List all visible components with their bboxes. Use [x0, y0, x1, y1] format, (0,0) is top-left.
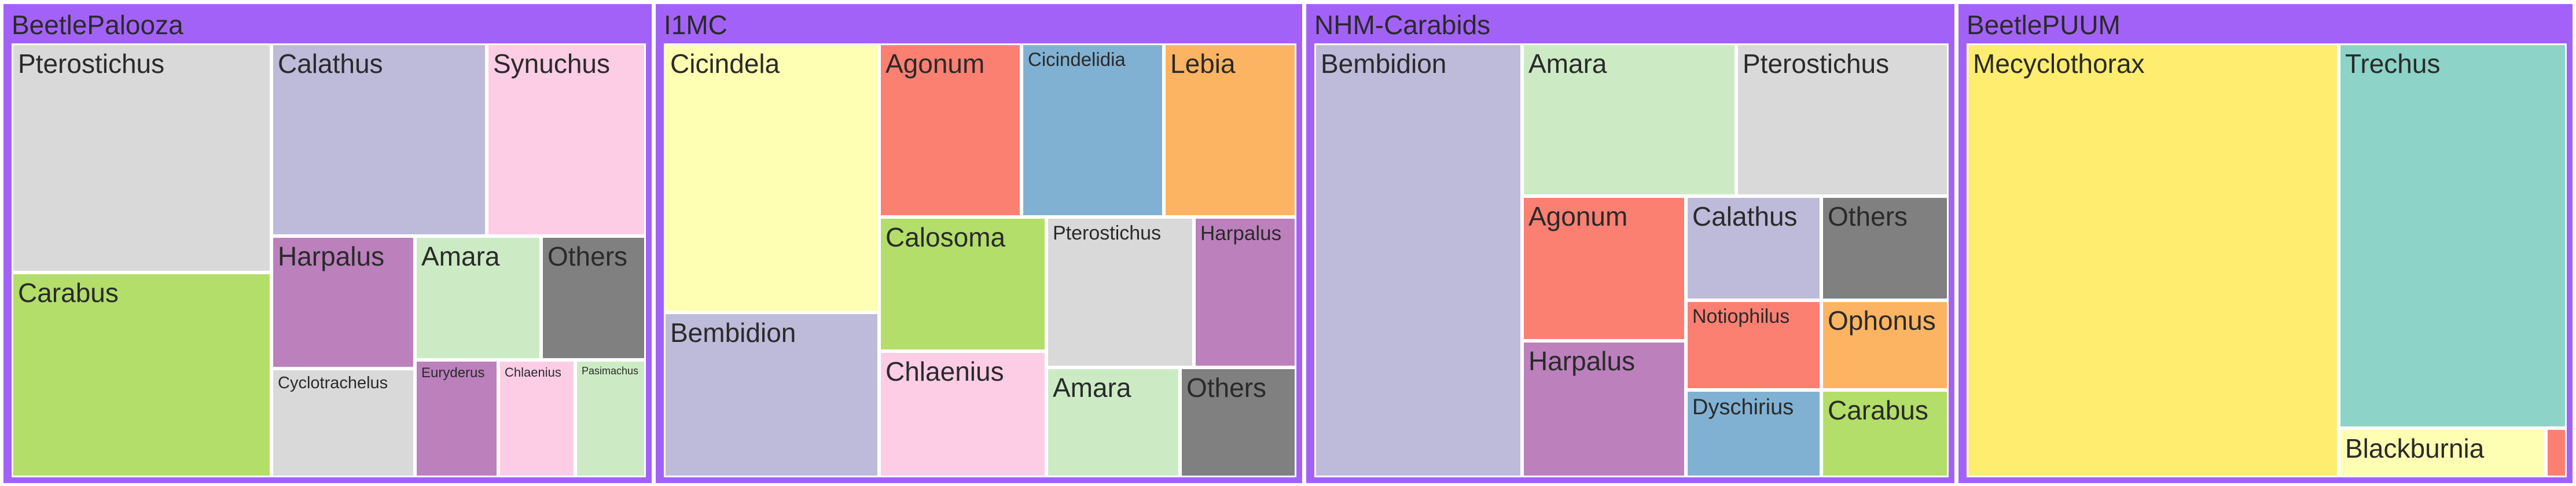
treemap-cell-amara: Amara	[1522, 43, 1736, 196]
treemap-panel-beetlepalooza: BeetlePalooza Pterostichus Carabus Calathus…	[3, 4, 652, 483]
treemap-cell-label: Harpalus	[1200, 222, 1282, 245]
treemap-cell-label: Bembidion	[1321, 49, 1447, 79]
treemap-cell-blackburnia: Blackburnia	[2339, 428, 2546, 477]
treemap-cell-calosoma: Calosoma	[879, 217, 1046, 351]
treemap-cell-calathus: Calathus	[271, 43, 487, 236]
treemap-cell-harpalus: Harpalus	[1194, 217, 1296, 367]
treemap-cell-label: Mecyclothorax	[1973, 49, 2145, 79]
treemap-cell-pterostichus: Pterostichus	[12, 43, 271, 273]
treemap-cell-label: Cicindela	[670, 49, 780, 79]
treemap-cell-amara: Amara	[415, 236, 541, 360]
panel-title: BeetlePalooza	[12, 10, 183, 40]
treemap-cell-label: Amara	[1528, 49, 1607, 79]
treemap-cell-label: Pterostichus	[18, 49, 165, 79]
treemap-cell-label: Harpalus	[278, 241, 385, 271]
treemap-cell-label: Harpalus	[1528, 346, 1636, 376]
treemap-cell-trechus: Trechus	[2339, 43, 2567, 428]
treemap-cell-pterostichus: Pterostichus	[1736, 43, 1949, 196]
panel-title: NHM-Carabids	[1314, 10, 1491, 40]
treemap-cell-harpalus: Harpalus	[271, 236, 415, 369]
treemap-cell-label: Trechus	[2345, 49, 2441, 79]
treemap-cell-label: Calathus	[278, 49, 383, 79]
treemap-cell-carabus: Carabus	[1821, 390, 1949, 477]
treemap-cell-label: Amara	[1053, 373, 1131, 403]
treemap-cell-pterostichus: Pterostichus	[1046, 217, 1194, 367]
treemap-cell-agonum: Agonum	[1522, 196, 1686, 341]
treemap-cell-label: Cicindelidia	[1028, 49, 1126, 70]
treemap-cell-chlaenius: Chlaenius	[879, 351, 1046, 477]
treemap-cell-label: Bembidion	[670, 318, 796, 348]
treemap-cell-label: Others	[547, 241, 628, 271]
treemap-cell-harpalus: Harpalus	[1522, 341, 1686, 477]
treemap-cell-label: Notiophilus	[1692, 305, 1790, 327]
treemap-cell-calathus: Calathus	[1686, 196, 1821, 300]
treemap-cell-others: Others	[1821, 196, 1949, 300]
treemap-cell-label: Chlaenius	[885, 356, 1004, 386]
treemap-cell-label: Amara	[421, 241, 500, 271]
treemap-cell-label: Pasimachus	[582, 365, 639, 377]
treemap-cell-label: Euryderus	[421, 365, 485, 381]
treemap-panel-beetlepuum: BeetlePUUM Mecyclothorax Trechus Blackburni…	[1958, 4, 2573, 483]
treemap-cell-bembidion: Bembidion	[1314, 43, 1522, 477]
treemap-cell-label: Calosoma	[885, 222, 1006, 252]
treemap-panel-i1mc: I1MC Cicindela Bembidion Agonum Cicindelidia…	[656, 4, 1302, 483]
treemap-cell-chlaenius: Chlaenius	[498, 360, 575, 477]
treemap-cell-label: Pterostichus	[1743, 49, 1890, 79]
treemap-cell-label: Pterostichus	[1053, 222, 1162, 244]
treemap-cell-label: Calathus	[1692, 201, 1798, 231]
treemap-cell-dyschirius: Dyschirius	[1686, 390, 1821, 477]
panel-title: BeetlePUUM	[1967, 10, 2121, 40]
treemap-cell-ophonus: Ophonus	[1821, 300, 1949, 390]
treemap-cell-others: Others	[541, 236, 646, 360]
treemap-cell-mecyclothorax: Mecyclothorax	[1967, 43, 2339, 477]
treemap-panel-nhm-carabids: NHM-Carabids Bembidion Amara Pterostichus Ag…	[1306, 4, 1954, 483]
treemap-cell-label: Agonum	[1528, 201, 1628, 231]
treemap-cell-label: Others	[1828, 201, 1908, 231]
treemap-cell-unlabeled	[2546, 428, 2567, 477]
treemap-cell-label: Synuchus	[493, 49, 611, 79]
treemap-cell-notiophilus: Notiophilus	[1686, 300, 1821, 390]
treemap-cell-bembidion: Bembidion	[664, 312, 879, 477]
treemap-cell-synuchus: Synuchus	[487, 43, 646, 236]
treemap-cell-cyclotrachelus: Cyclotrachelus	[271, 369, 415, 477]
treemap-cell-label: Blackburnia	[2345, 433, 2485, 463]
treemap-cell-carabus: Carabus	[12, 273, 271, 477]
treemap-cell-cicindelidia: Cicindelidia	[1021, 43, 1164, 217]
treemap-cell-amara: Amara	[1046, 367, 1180, 477]
treemap-cell-euryderus: Euryderus	[415, 360, 498, 477]
treemap-cell-pasimachus: Pasimachus	[575, 360, 646, 477]
treemap-cell-label: Ophonus	[1828, 305, 1936, 336]
treemap-cell-label: Cyclotrachelus	[278, 374, 388, 392]
treemap-cell-label: Chlaenius	[505, 365, 561, 380]
treemap-cell-lebia: Lebia	[1164, 43, 1296, 217]
panel-title: I1MC	[664, 10, 727, 40]
treemap-cell-others: Others	[1180, 367, 1296, 477]
treemap-cell-label: Dyschirius	[1692, 395, 1794, 419]
treemap-cell-label: Lebia	[1170, 49, 1236, 79]
treemap-cell-label: Agonum	[885, 49, 985, 79]
treemap-cell-label: Others	[1186, 373, 1267, 403]
treemap-cell-cicindela: Cicindela	[664, 43, 879, 312]
treemap-cell-label: Carabus	[18, 278, 119, 308]
treemap-cell-label: Carabus	[1828, 395, 1928, 425]
treemap-cell-agonum: Agonum	[879, 43, 1021, 217]
